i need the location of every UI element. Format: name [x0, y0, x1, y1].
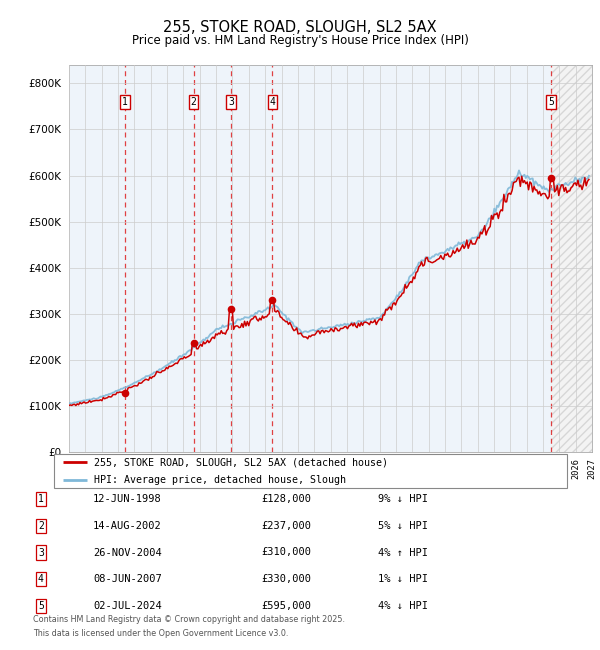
Text: 1: 1 [38, 494, 44, 504]
Text: 9% ↓ HPI: 9% ↓ HPI [378, 494, 428, 504]
Text: 4% ↑ HPI: 4% ↑ HPI [378, 547, 428, 558]
Text: 26-NOV-2004: 26-NOV-2004 [93, 547, 162, 558]
Text: HPI: Average price, detached house, Slough: HPI: Average price, detached house, Slou… [94, 475, 346, 486]
FancyBboxPatch shape [54, 454, 567, 488]
Text: £310,000: £310,000 [261, 547, 311, 558]
Text: 5: 5 [38, 601, 44, 611]
Text: 2: 2 [191, 97, 197, 107]
Text: 4% ↓ HPI: 4% ↓ HPI [378, 601, 428, 611]
Text: 5% ↓ HPI: 5% ↓ HPI [378, 521, 428, 531]
Text: 255, STOKE ROAD, SLOUGH, SL2 5AX: 255, STOKE ROAD, SLOUGH, SL2 5AX [163, 20, 437, 34]
Text: 5: 5 [548, 97, 554, 107]
Text: 3: 3 [228, 97, 234, 107]
Bar [272, 65, 551, 452]
Text: £237,000: £237,000 [261, 521, 311, 531]
Bar [194, 65, 231, 452]
Text: 3: 3 [38, 547, 44, 558]
Text: 08-JUN-2007: 08-JUN-2007 [93, 574, 162, 584]
Text: This data is licensed under the Open Government Licence v3.0.: This data is licensed under the Open Gov… [33, 629, 289, 638]
Text: Price paid vs. HM Land Registry's House Price Index (HPI): Price paid vs. HM Land Registry's House … [131, 34, 469, 47]
Text: 12-JUN-1998: 12-JUN-1998 [93, 494, 162, 504]
Text: Contains HM Land Registry data © Crown copyright and database right 2025.: Contains HM Land Registry data © Crown c… [33, 615, 345, 624]
Text: £128,000: £128,000 [261, 494, 311, 504]
Text: £595,000: £595,000 [261, 601, 311, 611]
Text: 4: 4 [38, 574, 44, 584]
Bar [551, 65, 592, 452]
Text: 1% ↓ HPI: 1% ↓ HPI [378, 574, 428, 584]
Bar [231, 65, 272, 452]
Text: 14-AUG-2002: 14-AUG-2002 [93, 521, 162, 531]
Bar [125, 65, 194, 452]
Text: £330,000: £330,000 [261, 574, 311, 584]
Text: 02-JUL-2024: 02-JUL-2024 [93, 601, 162, 611]
Bar [69, 65, 125, 452]
Text: 255, STOKE ROAD, SLOUGH, SL2 5AX (detached house): 255, STOKE ROAD, SLOUGH, SL2 5AX (detach… [94, 458, 388, 467]
Text: 2: 2 [38, 521, 44, 531]
Text: 4: 4 [269, 97, 275, 107]
Text: 1: 1 [122, 97, 128, 107]
